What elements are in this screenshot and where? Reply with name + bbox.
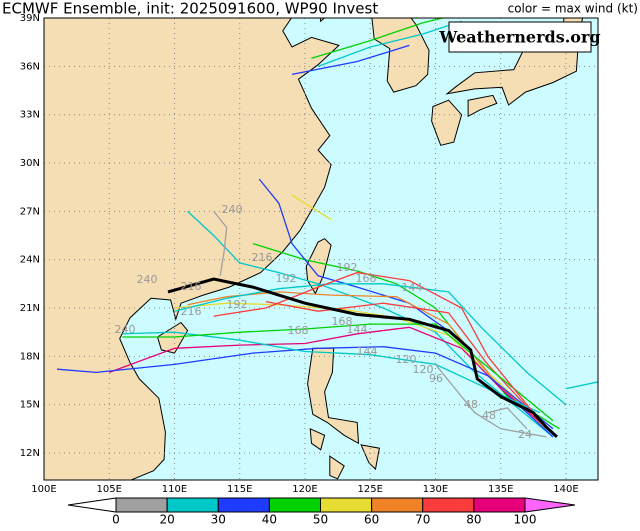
colorbar-label: 0 [112,513,120,527]
colorbar-label: 70 [415,513,430,527]
ensemble-track [187,291,547,430]
ensemble-track [56,346,554,430]
lat-label: 39N [20,13,40,24]
ensemble-track [291,194,332,220]
hour-label: 144 [347,323,368,336]
lon-label: 130E [423,484,448,495]
grid-layer [44,18,598,480]
watermark-box [448,21,592,53]
hour-label: 240 [115,323,136,336]
ensemble-track [291,44,410,76]
colorbar: 0 20 30 40 50 60 70 80 100 [67,497,576,527]
lon-label: 105E [97,484,122,495]
colorbar-cap [524,497,576,513]
landmass [309,427,326,451]
colorbar-segment [371,497,424,513]
ensemble-track [213,271,534,414]
ensemble-track [122,331,541,414]
hour-label: 192 [227,298,248,311]
hour-label: 240 [222,203,243,216]
colorbar-segment [320,497,373,513]
hour-label: 120 [396,353,417,366]
ensemble-track [565,381,598,390]
colorbar-segment [115,497,168,513]
hour-label: 24 [518,428,532,441]
hour-labels: 2402402402162162161921921921681681681441… [115,203,533,441]
lon-label: 110E [162,484,187,495]
colorbar-label: 30 [211,513,226,527]
hour-label: 168 [356,272,377,285]
hour-label: 96 [429,372,443,385]
landmass [431,99,463,146]
legend-note: color = max wind (kt) [508,2,638,16]
lon-label: 140E [553,484,578,495]
colorbar-cap [67,497,117,513]
hour-label: 144 [357,345,378,358]
lat-label: 21N [20,303,40,314]
lon-label: 135E [488,484,513,495]
lat-label: 27N [20,206,40,217]
landmass [467,94,498,118]
ensemble-track [317,20,462,68]
lat-label: 36N [20,61,40,72]
colorbar-segment [268,497,321,513]
lon-label: 120E [292,484,317,495]
watermark: Weathernerds.org [438,28,600,47]
colorbar-segment [217,497,270,513]
axes: 100E 105E 110E 115E 120E 125E 130E 135E 140E 39N 3… [20,13,579,495]
colorbar-label: 80 [466,513,481,527]
lat-label: 30N [20,158,40,169]
landmass [329,455,345,480]
hour-label: 216 [252,251,273,264]
hour-label: 168 [288,324,309,337]
hour-label: 240 [137,273,158,286]
colorbar-label: 60 [364,513,379,527]
hour-label: 192 [276,272,297,285]
hour-label: 120 [413,363,434,376]
title: ECMWF Ensemble, init: 2025091600, WP90 I… [2,0,378,18]
tracks-layer [56,18,598,439]
lat-label: 12N [20,448,40,459]
hour-label: 48 [482,409,496,422]
hour-label: 144 [402,281,423,294]
map-frame [43,17,599,481]
ensemble-track [174,302,541,422]
hour-label: 216 [181,280,202,293]
landmass [360,444,380,471]
colorbar-label: 20 [159,513,174,527]
colorbar-segment [166,497,219,513]
colorbar-label: 40 [262,513,277,527]
ensemble-track [487,407,528,430]
lat-label: 18N [20,351,40,362]
hour-label: 48 [464,398,478,411]
ensemble-track [213,210,228,276]
hour-label: 192 [337,261,358,274]
lon-label: 125E [358,484,383,495]
colorbar-label: 50 [313,513,328,527]
ensemble-track [434,363,547,438]
landmass [307,347,360,445]
colorbar-segment [473,497,526,513]
lon-label: 100E [31,484,56,495]
hour-label: 216 [181,305,202,318]
landmass [156,321,189,354]
mean-track [167,277,558,439]
hour-label: 168 [332,315,353,328]
lat-label: 24N [20,255,40,266]
lat-label: 15N [20,400,40,411]
ensemble-track [174,283,567,406]
colorbar-label: 100 [514,513,537,527]
lon-label: 115E [227,484,252,495]
lat-label: 33N [20,110,40,121]
colorbar-segment [422,497,475,513]
ensemble-track [122,323,554,422]
landmass [305,238,332,295]
